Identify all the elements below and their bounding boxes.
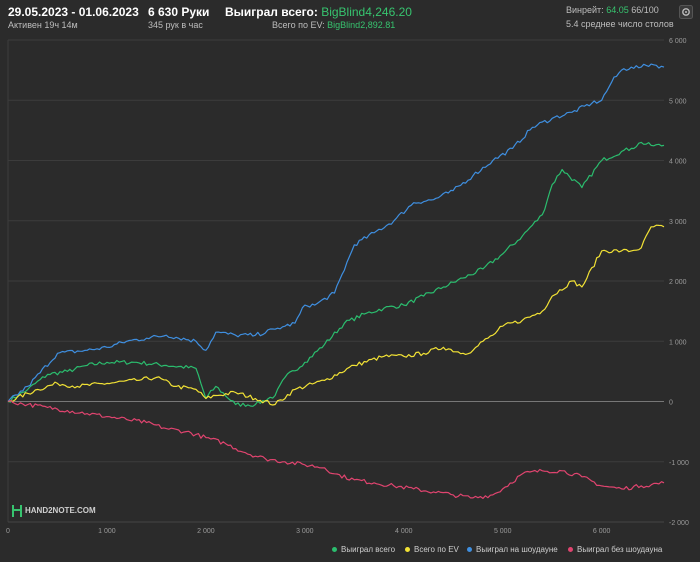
series-line-showdown bbox=[7, 63, 665, 402]
x-tick-label: 6 000 bbox=[593, 528, 611, 535]
avg-tables: 5.4 среднее число столов bbox=[566, 19, 674, 29]
y-tick-label: 0 bbox=[669, 400, 673, 407]
legend-label-ev: Всего по EV bbox=[414, 545, 459, 554]
hand2note-logo-icon bbox=[12, 505, 22, 517]
won-total: Выиграл всего: BigBlind4,246.20 bbox=[225, 5, 412, 19]
ev-label: Всего по EV: bbox=[272, 20, 325, 30]
series-line-total bbox=[7, 141, 665, 407]
x-tick-label: 4 000 bbox=[395, 528, 413, 535]
hand2note-logo: HAND2NOTE.COM bbox=[12, 505, 96, 517]
won-label: Выиграл всего: bbox=[225, 5, 318, 19]
winrate-value: 64.05 bbox=[606, 5, 629, 15]
legend-dot-showdown bbox=[467, 547, 472, 553]
x-tick-label: 5 000 bbox=[494, 528, 512, 535]
y-tick-label: 2 000 bbox=[669, 279, 687, 286]
logo-text: HAND2NOTE.COM bbox=[25, 506, 96, 516]
legend-label-total: Выиграл всего bbox=[341, 545, 396, 554]
y-tick-label: -2 000 bbox=[669, 520, 689, 527]
y-tick-label: 1 000 bbox=[669, 339, 687, 346]
y-tick-label: -1 000 bbox=[669, 460, 689, 467]
ev-total: Всего по EV: BigBlind2,892.81 bbox=[272, 20, 395, 30]
header: 29.05.2023 - 01.06.2023 Активен 19ч 14м … bbox=[0, 0, 700, 36]
y-tick-label: 5 000 bbox=[669, 98, 687, 105]
active-time: Активен 19ч 14м bbox=[8, 20, 78, 30]
x-tick-label: 1 000 bbox=[98, 528, 116, 535]
hands-per-hour: 345 рук в час bbox=[148, 20, 203, 30]
y-tick-label: 6 000 bbox=[669, 38, 687, 45]
x-tick-label: 0 bbox=[6, 528, 10, 535]
legend-dot-total bbox=[332, 547, 337, 553]
date-range[interactable]: 29.05.2023 - 01.06.2023 bbox=[8, 5, 139, 19]
legend-item-ev[interactable]: Всего по EV bbox=[405, 545, 459, 554]
x-tick-label: 2 000 bbox=[197, 528, 215, 535]
legend-label-showdown: Выиграл на шоудауне bbox=[476, 545, 558, 554]
winrate-per: 66/100 bbox=[631, 5, 659, 15]
winrate: Винрейт: 64.05 66/100 bbox=[566, 5, 659, 15]
legend-item-nonshowdown[interactable]: Выиграл без шоудауна bbox=[568, 545, 662, 554]
hands-count: 6 630 Руки bbox=[148, 5, 210, 19]
y-tick-label: 4 000 bbox=[669, 159, 687, 166]
winrate-label: Винрейт: bbox=[566, 5, 604, 15]
legend-item-showdown[interactable]: Выиграл на шоудауне bbox=[467, 545, 558, 554]
x-tick-label: 3 000 bbox=[296, 528, 314, 535]
series-line-nonshowdown bbox=[7, 399, 665, 499]
gear-icon[interactable] bbox=[679, 5, 693, 19]
ev-value: BigBlind2,892.81 bbox=[327, 20, 396, 30]
legend-dot-nonshowdown bbox=[568, 547, 573, 553]
series-line-ev bbox=[7, 224, 665, 406]
legend-dot-ev bbox=[405, 547, 410, 553]
legend-label-nonshowdown: Выиграл без шоудауна bbox=[577, 545, 663, 554]
legend-item-total[interactable]: Выиграл всего bbox=[332, 545, 395, 554]
won-value: BigBlind4,246.20 bbox=[321, 5, 412, 19]
y-tick-label: 3 000 bbox=[669, 219, 687, 226]
